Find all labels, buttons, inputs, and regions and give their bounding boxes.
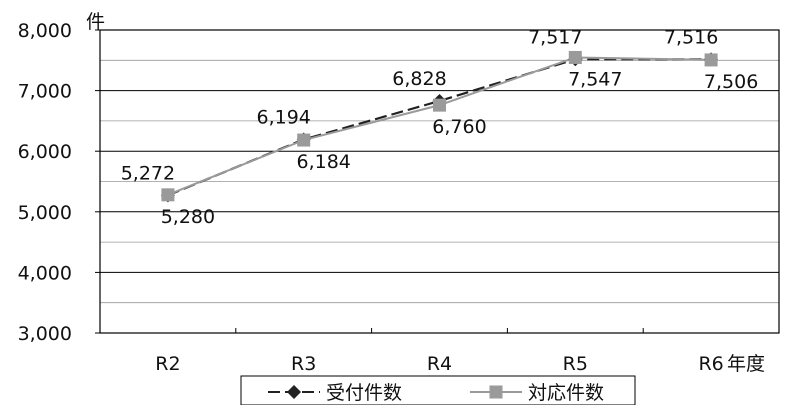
- square-point: [433, 98, 446, 112]
- data-labels: 5,272 6,194 6,828 7,517 7,516 5,280 6,184 6,760…: [121, 26, 759, 228]
- legend-label: 対応件数: [528, 382, 604, 404]
- x-tick-label: R3: [291, 353, 316, 375]
- y-tick-label: 4,000: [18, 262, 72, 284]
- data-label: 6,194: [256, 106, 310, 128]
- grid-lines: [100, 59, 779, 304]
- y-tick-label: 5,000: [18, 202, 72, 224]
- legend: 受付件数 対応件数: [240, 375, 636, 405]
- legend-square-marker: [489, 385, 503, 399]
- y-tick-label: 7,000: [18, 81, 72, 103]
- x-tick-label: R5: [563, 353, 588, 375]
- x-axis-unit: 年度: [727, 353, 765, 375]
- data-label: 7,517: [528, 26, 582, 48]
- series-layer: [160, 50, 719, 203]
- data-label: 7,516: [664, 26, 718, 48]
- x-tick-label: R4: [427, 353, 452, 375]
- data-label: 5,272: [121, 162, 175, 184]
- y-tick-label: 8,000: [18, 20, 72, 42]
- legend-box: [240, 375, 636, 405]
- x-tick-label: R6: [698, 353, 723, 375]
- square-point: [704, 53, 718, 67]
- data-label: 6,760: [432, 116, 486, 138]
- y-tick-label: 6,000: [18, 141, 72, 163]
- plot-area: [99, 29, 780, 334]
- data-label: 7,547: [568, 68, 622, 90]
- legend-diamond-marker: [287, 385, 301, 399]
- y-tick-label: 3,000: [18, 323, 72, 345]
- data-label: 6,184: [296, 151, 350, 173]
- legend-label: 受付件数: [326, 382, 402, 404]
- y-axis-unit: 件: [86, 11, 105, 33]
- y-axis-ticks: 3,000 4,000 5,000 6,000 7,000 8,000: [18, 20, 100, 345]
- x-axis-ticks: R2 R3 R4 R5 R6: [155, 328, 724, 375]
- data-label: 7,506: [704, 71, 758, 93]
- square-point: [297, 133, 311, 147]
- square-point: [568, 50, 582, 64]
- square-point: [161, 188, 175, 202]
- data-label: 5,280: [161, 206, 215, 228]
- x-tick-label: R2: [155, 353, 180, 375]
- data-label: 6,828: [392, 68, 446, 90]
